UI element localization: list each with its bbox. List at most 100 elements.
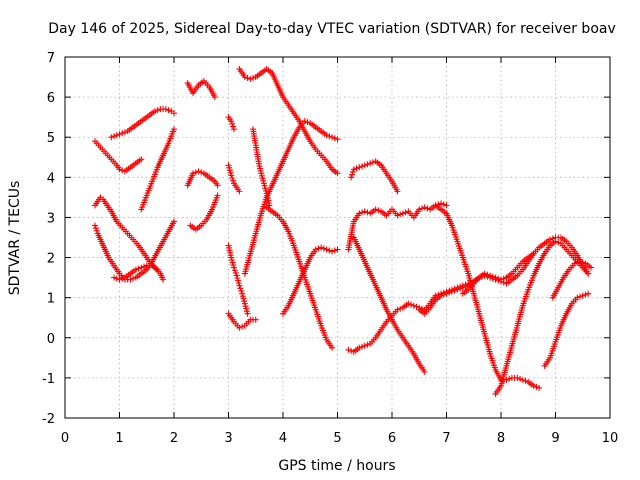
- data-point: [440, 201, 447, 208]
- data-point: [375, 207, 382, 214]
- series-6: [138, 126, 177, 213]
- data-point: [329, 134, 336, 141]
- x-tick-label: 10: [602, 431, 619, 446]
- y-tick-label: 5: [47, 131, 55, 146]
- series-22: [345, 272, 488, 355]
- data-point: [318, 244, 325, 251]
- data-point: [394, 212, 401, 219]
- x-tick-label: 6: [388, 431, 396, 446]
- data-point: [165, 107, 172, 114]
- series-17: [263, 204, 336, 351]
- data-point: [108, 134, 115, 141]
- data-point: [162, 106, 169, 113]
- data-point: [394, 188, 401, 195]
- data-point: [495, 275, 502, 282]
- data-point: [116, 276, 123, 283]
- data-point: [489, 273, 496, 280]
- y-tick-label: 1: [47, 292, 55, 307]
- data-point: [359, 163, 366, 170]
- data-point: [160, 276, 167, 283]
- x-tick-label: 5: [333, 431, 341, 446]
- data-point: [329, 344, 336, 351]
- data-point: [443, 290, 450, 297]
- data-point: [579, 259, 586, 266]
- data-point: [171, 126, 177, 133]
- data-point: [113, 275, 120, 282]
- data-point: [232, 269, 239, 276]
- data-point: [236, 282, 243, 289]
- series-9: [187, 192, 221, 233]
- data-point: [250, 75, 257, 82]
- data-point: [462, 283, 469, 290]
- data-point: [323, 132, 330, 139]
- x-tick-label: 7: [442, 431, 450, 446]
- data-point: [230, 264, 237, 271]
- data-point: [555, 239, 562, 246]
- series-19: [348, 158, 401, 195]
- series-10: [225, 114, 237, 133]
- data-point: [315, 245, 322, 252]
- data-point: [446, 289, 453, 296]
- data-point: [577, 258, 584, 265]
- data-point: [587, 264, 594, 271]
- x-tick-label: 2: [170, 431, 178, 446]
- data-point: [138, 156, 145, 163]
- x-tick-label: 4: [279, 431, 287, 446]
- data-point: [574, 294, 581, 301]
- data-point: [536, 384, 543, 391]
- data-point: [571, 260, 578, 267]
- data-point: [154, 107, 161, 114]
- data-point: [367, 160, 374, 167]
- data-point: [421, 204, 428, 211]
- data-point: [519, 376, 526, 383]
- data-point: [405, 300, 412, 307]
- y-tick-label: 6: [47, 91, 55, 106]
- data-point: [119, 275, 126, 282]
- data-point: [394, 306, 401, 313]
- data-point: [238, 287, 245, 294]
- data-point: [230, 123, 237, 130]
- data-point: [438, 200, 445, 207]
- data-point: [349, 171, 356, 178]
- data-point: [492, 274, 499, 281]
- data-point: [399, 210, 406, 217]
- data-point: [440, 291, 447, 298]
- data-point: [547, 236, 554, 243]
- data-point: [334, 246, 341, 253]
- data-point: [451, 287, 458, 294]
- x-tick-label: 1: [115, 431, 123, 446]
- data-point: [413, 303, 420, 310]
- data-point: [230, 126, 237, 133]
- data-point: [517, 375, 524, 382]
- data-point: [190, 170, 197, 177]
- data-points: [91, 66, 594, 397]
- data-point: [241, 74, 248, 81]
- data-point: [247, 76, 254, 83]
- data-point: [506, 375, 513, 382]
- data-point: [211, 94, 218, 101]
- data-point: [345, 346, 352, 353]
- data-point: [111, 133, 118, 140]
- data-point: [323, 246, 330, 253]
- data-point: [585, 290, 592, 297]
- data-point: [418, 205, 425, 212]
- series-25: [459, 250, 537, 297]
- x-tick-label: 8: [497, 431, 505, 446]
- data-point: [229, 120, 236, 127]
- data-point: [552, 238, 559, 245]
- data-point: [438, 292, 445, 299]
- data-point: [214, 192, 221, 199]
- data-point: [195, 168, 202, 175]
- data-point: [92, 225, 99, 232]
- data-point: [421, 368, 428, 375]
- y-tick-label: 4: [47, 171, 55, 186]
- series-16: [241, 118, 341, 277]
- x-tick-label: 0: [61, 431, 69, 446]
- data-point: [350, 166, 357, 173]
- data-point: [334, 136, 341, 143]
- data-point: [132, 266, 139, 273]
- x-tick-label: 3: [224, 431, 232, 446]
- data-point: [349, 168, 356, 175]
- data-point: [130, 275, 137, 282]
